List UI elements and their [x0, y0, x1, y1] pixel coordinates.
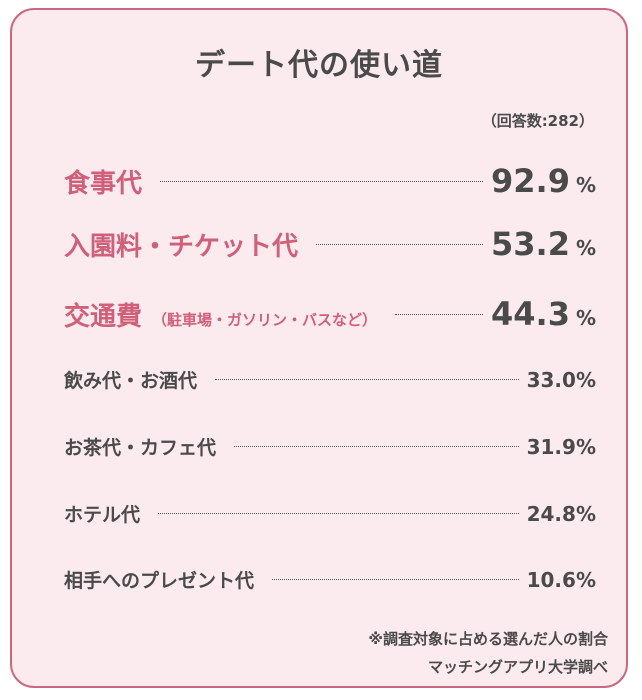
category-label: ホテル代: [64, 504, 141, 526]
percent-unit: %: [575, 306, 596, 330]
dotted-leader: [234, 446, 519, 447]
row-label: 食事代: [64, 163, 142, 200]
category-label: お茶代・カフェ代: [64, 437, 217, 459]
category-label: 入園料・チケット代: [64, 231, 299, 262]
category-label: 相手へのプレゼント代: [64, 570, 255, 592]
table-row: 入園料・チケット代 53.2%: [64, 225, 596, 263]
value-number: 53.2: [491, 225, 570, 263]
row-label: ホテル代: [64, 500, 140, 527]
category-label: 食事代: [64, 168, 143, 199]
row-label: 入園料・チケット代: [64, 226, 298, 263]
table-row: 食事代 92.9%: [64, 162, 596, 200]
respondent-count: （回答数:282）: [481, 112, 594, 130]
infographic-card: デート代の使い道 （回答数:282） 食事代 92.9% 入園料・チケット代 53…: [10, 8, 628, 688]
category-label: 飲み代・お酒代: [64, 370, 198, 392]
value-number: 44.3: [491, 295, 570, 333]
value-number: 33.0: [526, 367, 576, 392]
source-credit: マッチングアプリ大学調べ: [427, 658, 608, 676]
row-value: 33.0%: [527, 368, 596, 392]
dotted-leader: [395, 313, 483, 315]
row-label: 飲み代・お酒代: [64, 366, 197, 393]
table-row: 飲み代・お酒代 33.0%: [64, 366, 596, 393]
value-number: 10.6: [526, 567, 576, 592]
table-row: ホテル代 24.8%: [64, 500, 596, 527]
percent-unit: %: [575, 434, 596, 459]
row-value: 44.3%: [491, 295, 596, 333]
table-row: 相手へのプレゼント代 10.6%: [64, 566, 596, 593]
value-number: 24.8: [526, 501, 576, 526]
footnote: ※調査対象に占める選んだ人の割合: [368, 630, 608, 648]
value-number: 92.9: [491, 162, 570, 200]
value-number: 31.9: [526, 434, 576, 459]
category-label: 交通費: [64, 301, 143, 332]
percent-unit: %: [575, 236, 596, 260]
dotted-leader: [272, 579, 519, 580]
row-value: 10.6%: [527, 568, 596, 592]
row-value: 53.2%: [491, 225, 596, 263]
table-row: お茶代・カフェ代 31.9%: [64, 433, 596, 460]
row-label: お茶代・カフェ代: [64, 433, 216, 460]
dotted-leader: [316, 243, 483, 245]
percent-unit: %: [575, 567, 596, 592]
category-note: （駐車場・ガソリン・バスなど）: [152, 310, 378, 329]
dotted-leader: [158, 513, 519, 514]
dotted-leader: [215, 379, 519, 380]
percent-unit: %: [575, 501, 596, 526]
percent-unit: %: [575, 173, 596, 197]
row-value: 24.8%: [527, 502, 596, 526]
percent-unit: %: [575, 367, 596, 392]
row-value: 31.9%: [527, 435, 596, 459]
row-label: 相手へのプレゼント代: [64, 566, 254, 593]
chart-title: デート代の使い道: [195, 48, 443, 83]
row-value: 92.9%: [491, 162, 596, 200]
row-label: 交通費 （駐車場・ガソリン・バスなど）: [64, 296, 377, 333]
dotted-leader: [160, 180, 483, 182]
table-row: 交通費 （駐車場・ガソリン・バスなど） 44.3%: [64, 295, 596, 333]
